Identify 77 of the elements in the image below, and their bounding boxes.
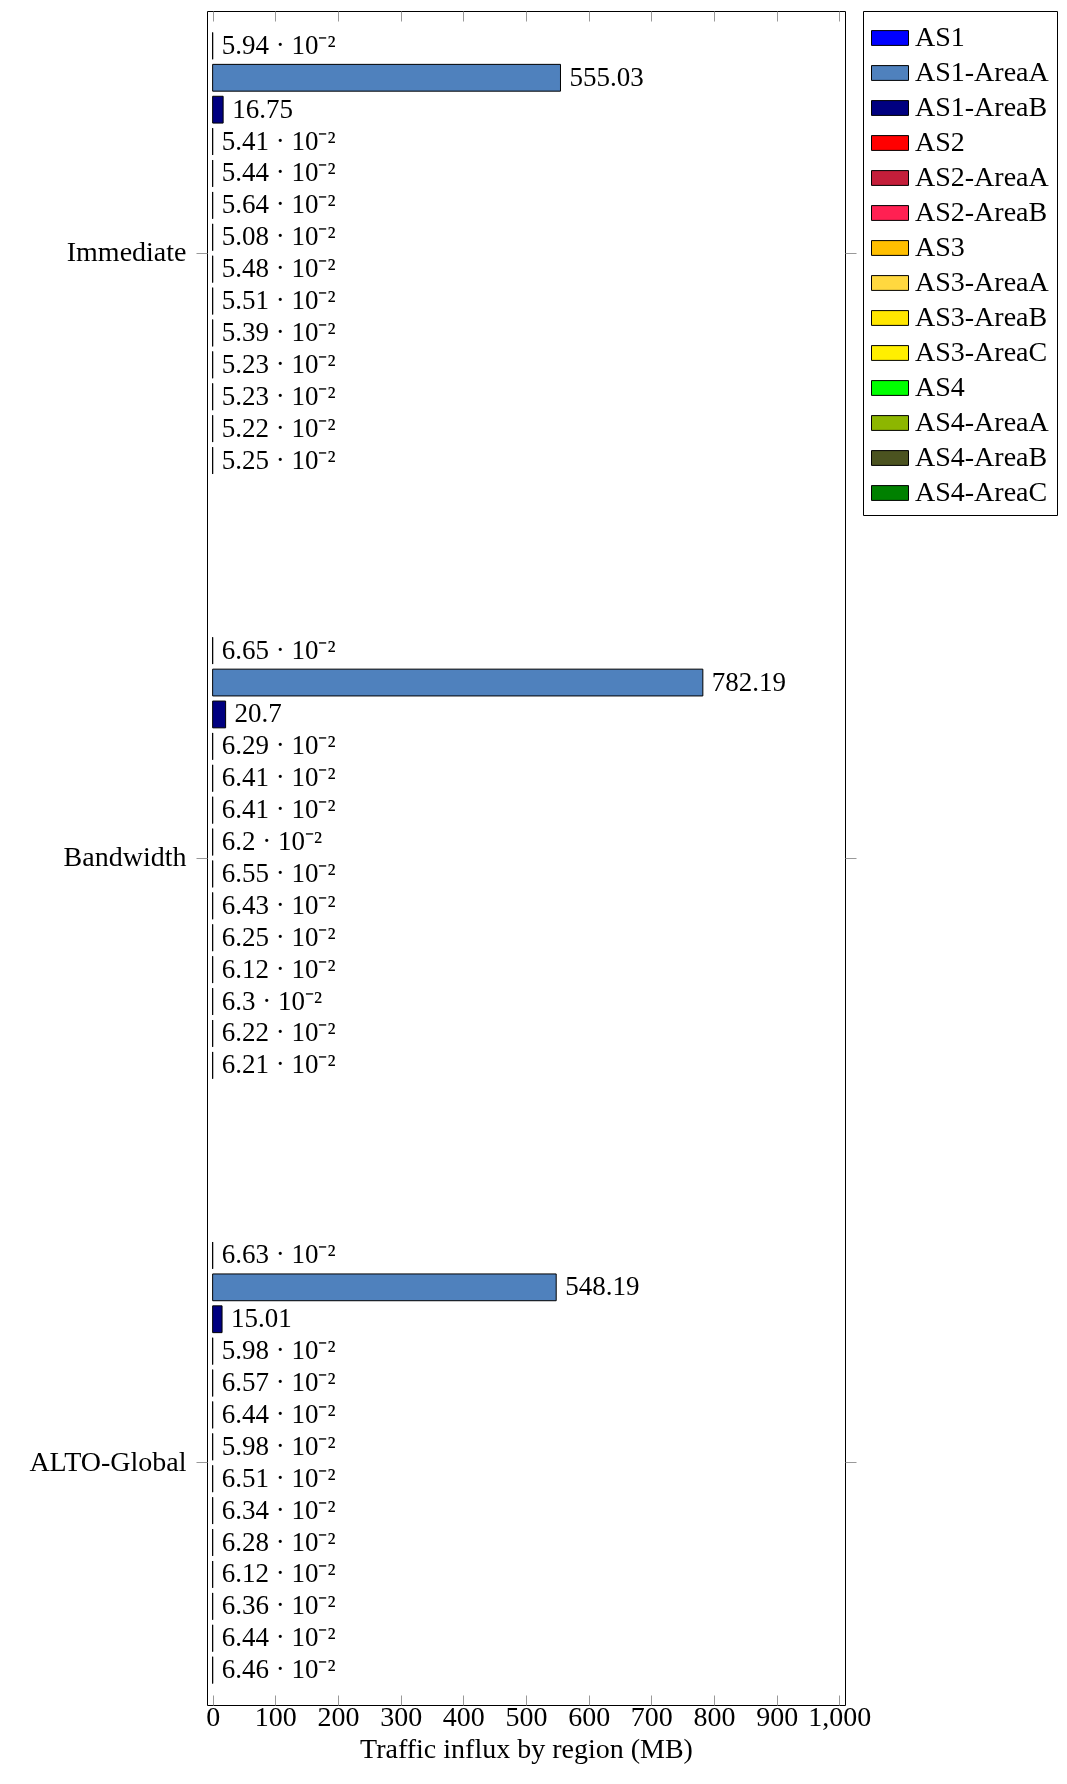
data-label: 6.44 · 10⁻² (221, 1398, 336, 1429)
x-tick-label: 900 (756, 1700, 799, 1732)
data-label: 5.23 · 10⁻² (221, 348, 336, 379)
legend-label: AS3 (915, 231, 965, 262)
data-label: 6.28 · 10⁻² (221, 1526, 336, 1557)
legend-label: AS3-AreaA (915, 266, 1050, 297)
y-tick-label: Bandwidth (63, 841, 187, 872)
bar (212, 668, 704, 697)
legend-label: AS2 (915, 126, 965, 157)
data-label: 5.98 · 10⁻² (221, 1335, 336, 1366)
data-label: 5.25 · 10⁻² (221, 444, 336, 475)
data-label: 555.03 (569, 61, 644, 92)
legend-label: AS4-AreaA (915, 406, 1050, 437)
x-tick-label: 100 (254, 1700, 297, 1732)
data-label: 6.12 · 10⁻² (221, 953, 336, 984)
data-label: 6.65 · 10⁻² (221, 634, 336, 665)
data-label: 5.51 · 10⁻² (221, 285, 336, 316)
x-axis-title: Traffic influx by region (MB) (360, 1732, 693, 1764)
data-label: 5.64 · 10⁻² (221, 189, 336, 220)
data-label: 6.12 · 10⁻² (221, 1558, 336, 1589)
bar (212, 1305, 223, 1334)
data-label: 6.2 · 10⁻² (221, 826, 323, 857)
data-label: 6.29 · 10⁻² (221, 730, 336, 761)
x-tick-label: 600 (568, 1700, 611, 1732)
data-label: 5.98 · 10⁻² (221, 1430, 336, 1461)
data-label: 6.46 · 10⁻² (221, 1654, 336, 1685)
data-label: 5.48 · 10⁻² (221, 253, 336, 284)
legend-label: AS1 (915, 21, 965, 52)
y-tick-label: Immediate (66, 236, 187, 268)
legend-label: AS3-AreaC (915, 336, 1048, 367)
data-label: 782.19 (711, 666, 787, 697)
x-tick-label: 500 (505, 1700, 548, 1732)
bar (212, 63, 561, 92)
x-tick-label: 0 (206, 1700, 221, 1732)
x-tick-label: 1,000 (808, 1700, 872, 1732)
bar (212, 700, 227, 729)
legend-label: AS1-AreaA (915, 56, 1050, 87)
x-tick-label: 300 (380, 1700, 423, 1732)
data-label: 6.3 · 10⁻² (221, 985, 323, 1016)
legend-label: AS4-AreaC (915, 476, 1048, 507)
data-label: 6.57 · 10⁻² (221, 1367, 336, 1398)
data-label: 20.7 (234, 698, 282, 729)
data-label: 6.51 · 10⁻² (221, 1462, 336, 1493)
bar (212, 1273, 557, 1302)
data-label: 16.75 (232, 93, 293, 124)
data-label: 6.43 · 10⁻² (221, 889, 336, 920)
data-label: 6.44 · 10⁻² (221, 1622, 336, 1653)
legend-label: AS3-AreaB (915, 301, 1048, 332)
legend-label: AS4-AreaB (915, 441, 1048, 472)
data-label: 6.55 · 10⁻² (221, 857, 336, 888)
legend-label: AS4 (915, 371, 965, 402)
data-label: 5.08 · 10⁻² (221, 221, 336, 252)
x-tick-label: 400 (442, 1700, 485, 1732)
legend-label: AS2-AreaB (915, 196, 1048, 227)
x-tick-label: 200 (317, 1700, 360, 1732)
data-label: 6.36 · 10⁻² (221, 1590, 336, 1621)
y-tick-label: ALTO-Global (29, 1445, 187, 1477)
data-label: 6.34 · 10⁻² (221, 1494, 336, 1525)
data-label: 6.22 · 10⁻² (221, 1017, 336, 1048)
data-label: 15.01 (231, 1303, 292, 1334)
data-label: 5.39 · 10⁻² (221, 316, 336, 347)
x-tick-label: 800 (693, 1700, 736, 1732)
data-label: 5.41 · 10⁻² (221, 125, 336, 156)
data-label: 6.25 · 10⁻² (221, 921, 336, 952)
data-label: 6.41 · 10⁻² (221, 794, 336, 825)
legend-label: AS2-AreaA (915, 161, 1050, 192)
data-label: 5.44 · 10⁻² (221, 157, 336, 188)
data-label: 5.94 · 10⁻² (221, 29, 336, 60)
x-tick-label: 700 (630, 1700, 673, 1732)
data-label: 5.22 · 10⁻² (221, 412, 336, 443)
data-label: 548.19 (565, 1271, 640, 1302)
data-label: 5.23 · 10⁻² (221, 380, 336, 411)
data-label: 6.41 · 10⁻² (221, 762, 336, 793)
legend-label: AS1-AreaB (915, 91, 1048, 122)
data-label: 6.21 · 10⁻² (221, 1049, 336, 1080)
data-label: 6.63 · 10⁻² (221, 1239, 336, 1270)
bar (212, 95, 224, 124)
